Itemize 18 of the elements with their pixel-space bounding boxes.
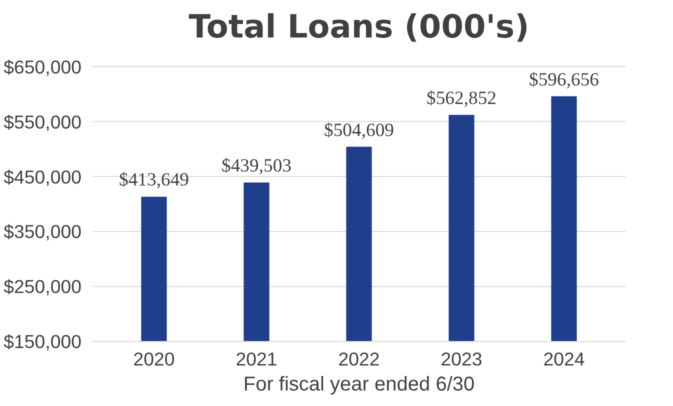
x-tick-label: 2021 [236,348,278,370]
y-tick-label: $650,000 [4,56,82,78]
data-label: $562,852 [426,88,496,109]
y-tick-label: $350,000 [4,221,82,242]
data-label: $413,649 [119,170,189,191]
y-tick-label: $550,000 [4,111,82,132]
y-tick-label: $150,000 [4,331,82,352]
x-tick-label: 2023 [440,348,482,370]
x-tick-label: 2022 [338,348,380,370]
y-tick-label: $450,000 [4,166,82,188]
chart-title: Total Loans (000's) [188,8,530,46]
data-label: $596,656 [529,69,599,90]
data-label: $439,503 [222,156,292,177]
x-tick-label: 2024 [543,348,585,370]
x-axis-title: For fiscal year ended 6/30 [243,374,475,396]
y-tick-label: $250,000 [4,276,82,298]
data-label: $504,609 [324,120,394,141]
x-tick-label: 2020 [133,348,175,370]
